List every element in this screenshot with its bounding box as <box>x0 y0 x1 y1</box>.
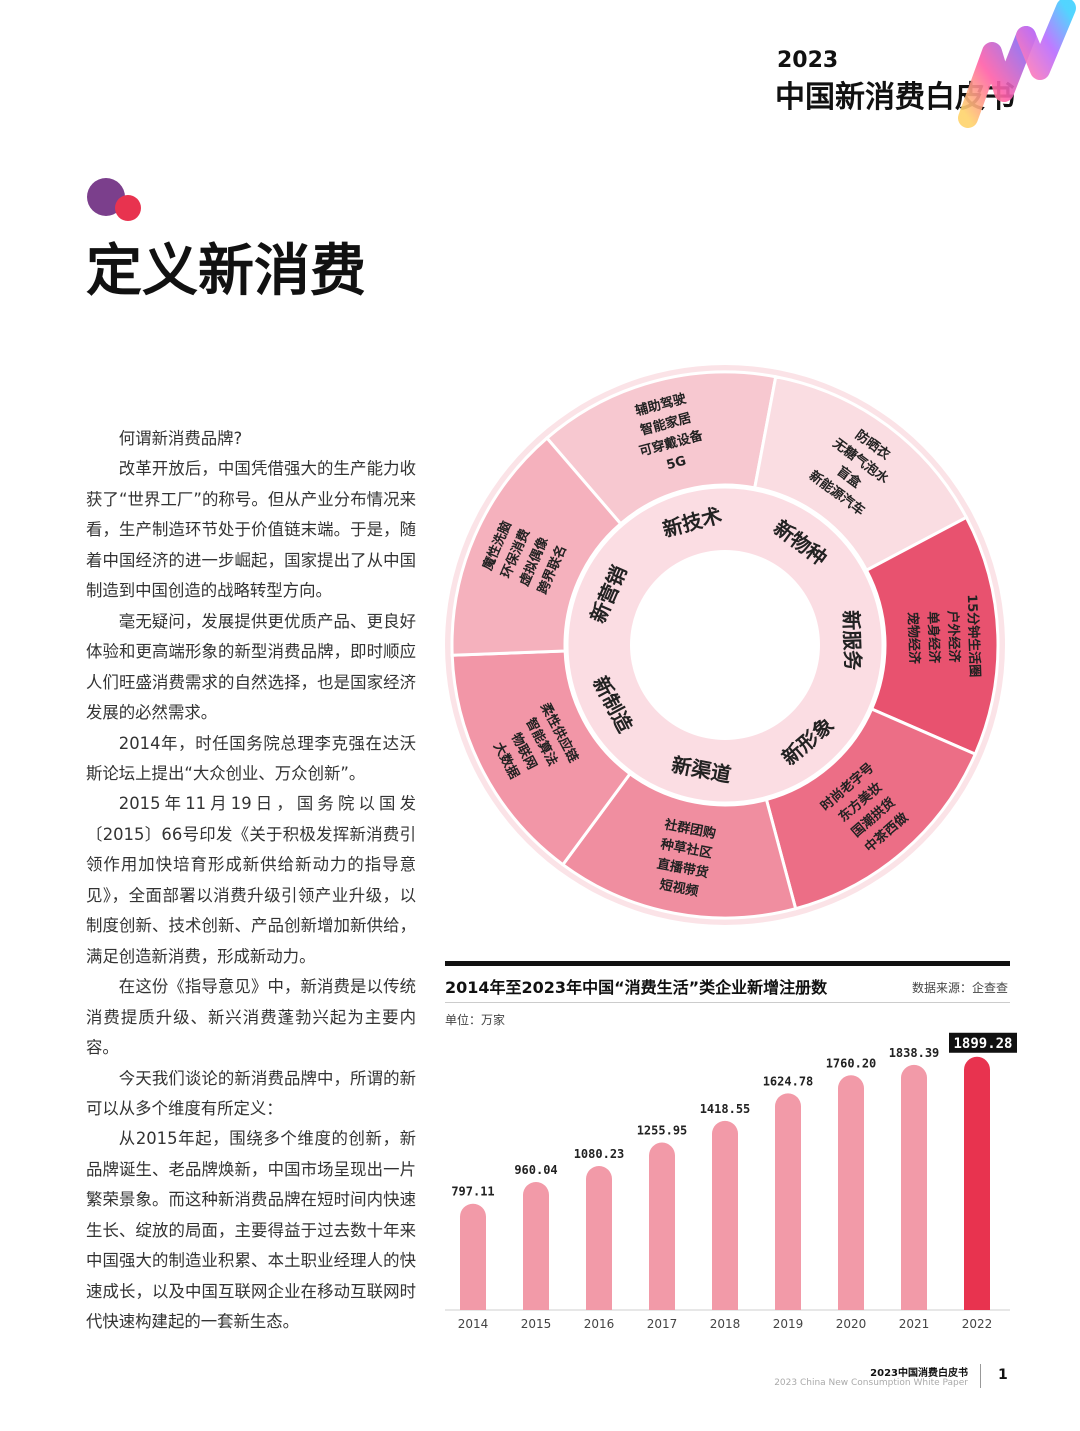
body-paragraph: 何谓新消费品牌? <box>118 429 243 448</box>
x-tick-label: 2015 <box>521 1317 552 1331</box>
header-year: 2023 <box>777 48 839 73</box>
body-paragraph: 毫无疑问，发展提供更优质产品、更良好体验和更高端形象的新型消费品牌，即时顺应人们… <box>86 611 416 723</box>
footer-subtitle: 2023 China New Consumption White Paper <box>774 1378 968 1388</box>
bar <box>775 1093 801 1310</box>
wheel-dimension-label: 新服务 <box>839 610 865 672</box>
new-consumption-wheel: 新技术5G可穿戴设备智能家居辅助驾驶新物种新能源汽车盲盒无糖气泡水防晒衣新服务宠… <box>445 365 1005 925</box>
wheel-item: 5G <box>665 454 688 474</box>
wheel-center <box>630 550 820 740</box>
chart-source: 数据来源：企查查 <box>912 981 1009 995</box>
chart-unit: 单位：万家 <box>445 1013 506 1027</box>
x-tick-label: 2019 <box>773 1317 804 1331</box>
wheel-item: 户外经济 <box>944 610 962 664</box>
bar-value-label: 797.11 <box>451 1185 494 1199</box>
bar-value-label: 1418.55 <box>700 1102 751 1116</box>
bar-value-label: 1760.20 <box>826 1056 877 1070</box>
body-paragraph: 改革开放后，中国凭借强大的生产能力收获了“世界工厂”的称号。但从产业分布情况来看… <box>86 459 416 601</box>
x-tick-label: 2018 <box>710 1317 741 1331</box>
wheel-item: 单身经济 <box>924 611 942 665</box>
bar-value-label: 1899.28 <box>953 1036 1012 1052</box>
bar <box>901 1064 927 1310</box>
chart-divider <box>445 1002 1010 1003</box>
title-dots-decoration <box>87 178 141 221</box>
bar-value-label: 1624.78 <box>763 1074 814 1088</box>
bar <box>460 1203 486 1310</box>
body-text: 何谓新消费品牌? 改革开放后，中国凭借强大的生产能力收获了“世界工厂”的称号。但… <box>86 424 416 1338</box>
bar <box>964 1056 990 1310</box>
bar <box>838 1075 864 1310</box>
footer-separator <box>980 1364 981 1388</box>
x-tick-label: 2017 <box>647 1317 678 1331</box>
chart-top-rule <box>445 961 1010 966</box>
body-paragraph: 从2015年起，围绕多个维度的创新，新品牌诞生、老品牌焕新，中国市场呈现出一片繁… <box>86 1129 416 1332</box>
body-paragraph: 今天我们谈论的新消费品牌中，所谓的新可以从多个维度有所定义： <box>86 1068 416 1118</box>
bar <box>586 1165 612 1310</box>
bar <box>649 1142 675 1310</box>
wheel-item-group: 宠物经济 单身经济 户外经济 15分钟生活圈 <box>904 594 982 678</box>
bar <box>712 1120 738 1310</box>
x-tick-label: 2014 <box>458 1317 489 1331</box>
body-paragraph: 2014年，时任国务院总理李克强在达沃斯论坛上提出“大众创业、万众创新”。 <box>86 733 416 783</box>
bar-value-label: 1080.23 <box>574 1147 625 1161</box>
x-tick-label: 2020 <box>836 1317 867 1331</box>
wheel-item: 短视频 <box>658 877 699 900</box>
bar-value-label: 1255.95 <box>637 1124 688 1138</box>
x-tick-label: 2022 <box>962 1317 993 1331</box>
x-tick-label: 2021 <box>899 1317 930 1331</box>
bar-value-label: 960.04 <box>514 1163 557 1177</box>
bar <box>523 1181 549 1310</box>
chart-title: 2014年至2023年中国“消费生活”类企业新增注册数 <box>445 978 828 997</box>
body-paragraph: 在这份《指导意见》中，新消费是以传统消费提质升级、新兴消费蓬勃兴起为主要内容。 <box>86 977 416 1058</box>
body-paragraph: 2015年11月19日，国务院以国发〔2015〕66号印发《关于积极发挥新消费引… <box>86 794 416 966</box>
gradient-brush-logo <box>958 0 1076 128</box>
bar-chart: 797.11 2014 960.04 2015 1080.23 2016 1255.95 20… <box>445 1032 1017 1331</box>
bar-value-label: 1838.39 <box>889 1046 940 1060</box>
x-tick-label: 2016 <box>584 1317 615 1331</box>
highlight-label-bg <box>949 1032 1017 1053</box>
wheel-item: 15分钟生活圈 <box>964 594 983 678</box>
page-title: 定义新消费 <box>86 239 366 304</box>
wheel-item: 宠物经济 <box>904 612 922 666</box>
page-number: 1 <box>998 1367 1008 1383</box>
footer-title: 2023中国消费白皮书 <box>870 1368 968 1379</box>
wheel-segment <box>450 435 623 657</box>
